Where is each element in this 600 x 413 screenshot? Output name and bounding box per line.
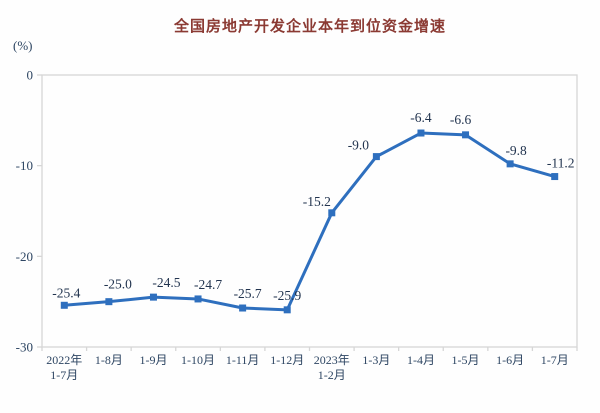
x-axis-category-label: 2023年 1-2月 xyxy=(314,353,350,382)
x-axis-category-label: 1-10月 xyxy=(181,353,215,367)
x-axis-category-label: 1-8月 xyxy=(95,353,123,367)
trend-line xyxy=(62,131,557,312)
y-axis-tick-label: -30 xyxy=(16,340,33,355)
x-axis-category-label: 1-9月 xyxy=(139,353,167,367)
data-label: -15.2 xyxy=(303,194,331,209)
data-label: -25.7 xyxy=(234,286,262,301)
data-point-marker xyxy=(506,160,514,168)
plot-area-border xyxy=(41,74,578,348)
data-point-marker xyxy=(551,173,559,181)
data-point-marker xyxy=(328,209,336,217)
x-axis-category-label: 1-6月 xyxy=(496,353,524,367)
data-label: -6.6 xyxy=(450,112,472,127)
data-point-marker xyxy=(149,293,157,301)
chart-title: 全国房地产开发企业本年到位资金增速 xyxy=(173,19,446,35)
data-label: -9.0 xyxy=(348,138,370,153)
data-label: -6.4 xyxy=(410,110,432,125)
data-label: -25.9 xyxy=(273,288,301,303)
data-point-marker xyxy=(105,298,113,306)
x-axis-category-label: 1-11月 xyxy=(226,353,260,367)
data-label: -25.4 xyxy=(52,285,80,300)
data-point-marker xyxy=(283,306,291,314)
data-label: -24.7 xyxy=(194,277,222,292)
x-axis-category-label: 1-4月 xyxy=(407,353,435,367)
data-point-marker xyxy=(462,131,470,139)
x-axis-category-label: 1-3月 xyxy=(362,353,390,367)
data-point-marker xyxy=(239,304,247,312)
y-axis-tick-label: -10 xyxy=(16,158,33,173)
y-axis-unit-label: (%) xyxy=(13,38,33,53)
data-label: -9.8 xyxy=(505,143,527,158)
x-axis-category-label: 1-5月 xyxy=(452,353,480,367)
data-label: -24.5 xyxy=(152,275,180,290)
x-axis-category-label: 1-7月 xyxy=(541,353,569,367)
data-point-marker xyxy=(194,295,202,303)
x-axis-category-label: 2022年 1-7月 xyxy=(46,353,82,382)
data-label: -11.2 xyxy=(547,156,575,171)
data-point-marker xyxy=(60,301,68,309)
x-axis-category-label: 1-12月 xyxy=(270,353,304,367)
y-axis-tick-label: 0 xyxy=(27,68,34,83)
data-point-marker xyxy=(417,129,425,137)
y-axis-tick-label: -20 xyxy=(16,249,33,264)
data-point-marker xyxy=(372,153,380,161)
data-label: -25.0 xyxy=(104,277,132,292)
